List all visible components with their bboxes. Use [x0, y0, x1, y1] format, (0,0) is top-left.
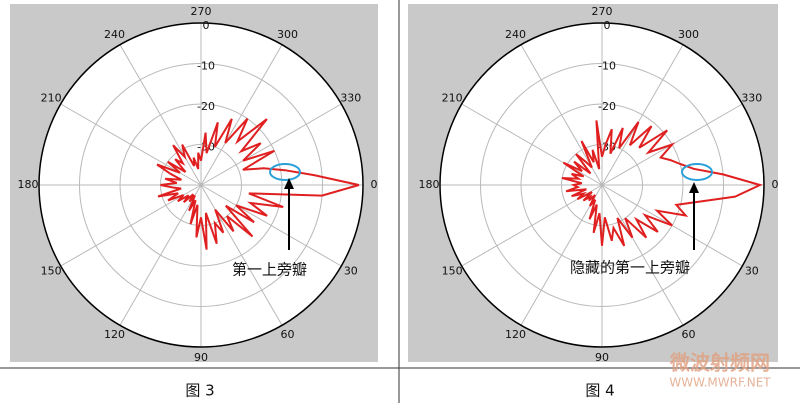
theta-tick-label: 30 — [745, 265, 759, 278]
grid-spoke — [601, 44, 684, 186]
theta-tick-label: 330 — [741, 92, 762, 105]
pattern-line — [156, 117, 360, 250]
grid-spoke — [461, 103, 603, 186]
theta-tick-label: 300 — [678, 28, 699, 41]
theta-tick-label: 150 — [41, 265, 62, 278]
grid-spoke — [200, 44, 283, 186]
highlight — [269, 163, 301, 181]
theta-tick-label: 330 — [340, 92, 361, 105]
theta-tick-label: 150 — [442, 265, 463, 278]
grid-spoke — [520, 184, 603, 326]
polar-chart: 03060901201501802102402703003300-10-20-3… — [18, 5, 378, 364]
watermark-url: WWW.MWRF.NET — [669, 376, 771, 390]
theta-tick-label: 30 — [344, 265, 358, 278]
theta-tick-label: 240 — [505, 28, 526, 41]
r-tick-label: -10 — [598, 60, 616, 73]
highlight — [681, 163, 713, 181]
polar-chart: 03060901201501802102402703003300-10-20-3… — [419, 5, 779, 364]
theta-tick-label: 60 — [281, 328, 295, 341]
theta-tick-label: 90 — [595, 351, 609, 364]
theta-tick-label: 0 — [772, 178, 779, 191]
grid-spoke — [119, 184, 202, 326]
outer-ring — [439, 22, 765, 348]
grid-spoke — [601, 184, 684, 326]
watermark-title: 微波射频网 — [669, 351, 770, 375]
theta-tick-label: 60 — [682, 328, 696, 341]
r-tick-label: -20 — [598, 100, 616, 113]
theta-tick-label: 210 — [41, 92, 62, 105]
r-tick-label: 0 — [203, 19, 210, 32]
arrow-head — [284, 178, 294, 189]
theta-tick-label: 0 — [371, 178, 378, 191]
caption: 图 4 — [585, 382, 614, 400]
theta-tick-label: 210 — [442, 92, 463, 105]
theta-tick-label: 270 — [191, 5, 212, 18]
theta-tick-label: 270 — [592, 5, 613, 18]
theta-tick-label: 90 — [194, 351, 208, 364]
theta-tick-label: 180 — [18, 178, 39, 191]
theta-tick-label: 120 — [505, 328, 526, 341]
grid-spoke — [119, 44, 202, 186]
r-tick-label: -10 — [197, 60, 215, 73]
grid-spoke — [60, 184, 202, 267]
pattern-line — [561, 120, 763, 247]
outer-ring — [38, 22, 364, 348]
theta-tick-label: 180 — [419, 178, 440, 191]
theta-tick-label: 120 — [104, 328, 125, 341]
annotation: 隐藏的第一上旁瓣 — [570, 259, 690, 277]
annotation: 第一上旁瓣 — [232, 261, 307, 279]
grid-spoke — [520, 44, 603, 186]
arrow-head — [689, 182, 699, 193]
grid-spoke — [200, 103, 342, 186]
theta-tick-label: 300 — [277, 28, 298, 41]
theta-tick-label: 240 — [104, 28, 125, 41]
caption: 图 3 — [185, 382, 214, 400]
grid-spoke — [200, 184, 283, 326]
r-tick-label: -20 — [197, 100, 215, 113]
r-tick-label: 0 — [604, 19, 611, 32]
grid-spoke — [200, 184, 342, 267]
